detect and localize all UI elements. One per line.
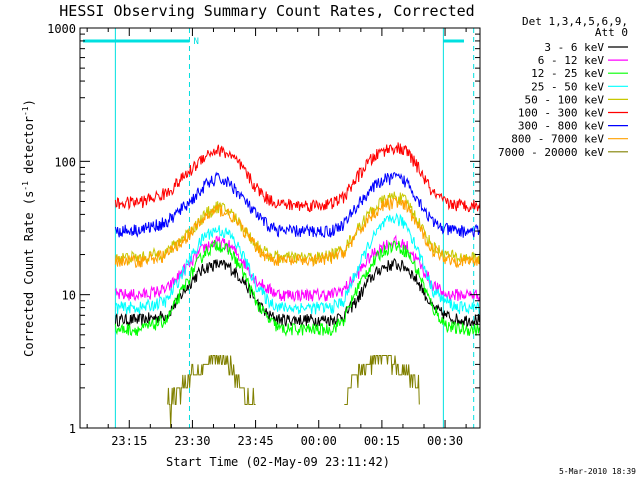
series-line-7 (114, 171, 481, 238)
series-line-6 (114, 142, 481, 213)
y-tick-label: 100 (54, 155, 76, 169)
x-tick-label: 00:15 (364, 434, 400, 448)
series-line-9 (167, 355, 420, 429)
night-marker-label: N (193, 37, 198, 47)
legend-header-line-2: Att 0 (595, 26, 628, 39)
y-tick-label: 1 (69, 422, 76, 436)
generation-timestamp: 5-Mar-2010 18:39 (559, 467, 636, 476)
legend-entry-label: 300 - 800 keV (518, 120, 604, 133)
plot-frame (79, 27, 481, 429)
axis-ticks: 23:15 23:30 23:45 00:00 00:15 00:30 1 10 100 1000 (47, 22, 480, 448)
y-tick-label: 10 (62, 289, 76, 303)
series-line-3 (114, 239, 481, 337)
x-tick-label: 23:45 (238, 434, 274, 448)
x-tick-label: 00:00 (301, 434, 337, 448)
x-tick-label: 23:15 (111, 434, 147, 448)
x-tick-label: 23:30 (174, 434, 210, 448)
legend-entry-label: 3 - 6 keV (544, 41, 604, 54)
legend-entry-label: 800 - 7000 keV (511, 133, 604, 146)
legend-header-line-1: Det 1,3,4,5,6,9, (522, 15, 628, 28)
y-tick-label: 1000 (47, 22, 76, 36)
series-line-8 (114, 196, 481, 269)
legend-entry-label: 6 - 12 keV (538, 54, 605, 67)
legend-entry-label: 7000 - 20000 keV (498, 146, 604, 159)
series-line-4 (114, 212, 481, 315)
plot-area: N (83, 28, 481, 429)
legend-entry-label: 100 - 300 keV (518, 107, 604, 120)
legend-entry-label: 12 - 25 keV (531, 67, 604, 80)
y-axis-label: Corrected Count Rate (s-1 detector-1) (21, 99, 36, 357)
legend-entry-label: 25 - 50 keV (531, 80, 604, 93)
chart-title: HESSI Observing Summary Count Rates, Cor… (59, 2, 474, 20)
legend-entry-label: 50 - 100 keV (525, 93, 605, 106)
x-axis-label: Start Time (02-May-09 23:11:42) (166, 455, 390, 469)
series-line-1 (114, 258, 481, 328)
x-tick-label: 00:30 (427, 434, 463, 448)
